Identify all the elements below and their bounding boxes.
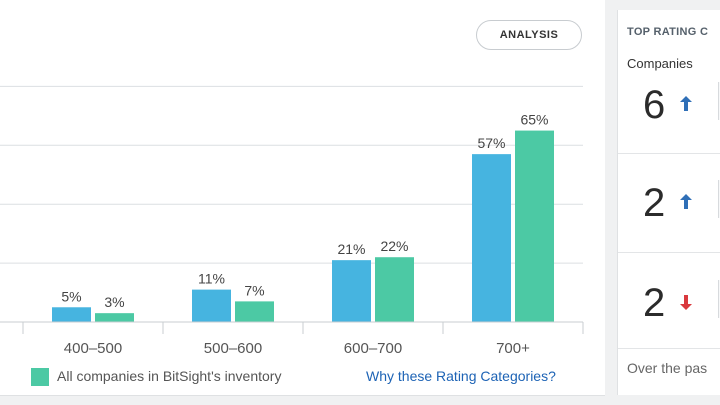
panel-footer: Over the pas [627,360,708,376]
data-label: 7% [244,282,264,298]
x-tick-label: 700+ [496,340,530,357]
arrow-up-icon [680,96,692,111]
panel-title: TOP RATING C [627,26,709,38]
stat-count: 2 [643,281,666,325]
company-thumbnail [718,82,720,120]
x-tick-label: 400–500 [64,340,122,357]
stat-rating-up-2[interactable]: 2 [618,170,720,268]
data-label: 5% [61,288,81,304]
divider [618,252,720,253]
bar-series1 [52,307,91,322]
top-rating-changes-panel: TOP RATING C Companies 6 2 2 Over the pa… [617,10,720,395]
data-label: 21% [337,241,365,257]
why-rating-categories-link[interactable]: Why these Rating Categories? [366,368,556,384]
company-thumbnail [718,280,720,318]
panel-subtitle: Companies [627,56,693,71]
data-label: 11% [198,271,225,287]
data-label: 57% [477,135,505,151]
bar-series1 [192,289,231,322]
bar-series1 [332,260,371,322]
bar-series2 [515,130,554,322]
bar-series2 [375,257,414,322]
bar-series1 [472,154,511,322]
legend-label-inventory: All companies in BitSight's inventory [57,368,282,384]
arrow-up-icon [680,194,692,209]
stat-count: 6 [643,83,666,127]
stat-rating-down[interactable]: 2 [618,270,720,368]
analysis-button[interactable]: ANALYSIS [476,20,582,50]
distribution-chart-card: ANALYSIS 5% 3% 400–500 11% 7% 500–600 21% 22% 60… [0,0,605,396]
bar-series2 [95,313,134,322]
rating-distribution-chart: 5% 3% 400–500 11% 7% 500–600 21% 22% 600–700 57% 6… [0,85,584,357]
divider [618,153,720,154]
stat-rating-up-1[interactable]: 6 [618,72,720,170]
stat-count: 2 [643,181,666,225]
x-tick-label: 500–600 [204,340,262,357]
company-thumbnail [718,180,720,218]
data-label: 22% [380,238,408,254]
divider [618,348,720,349]
x-tick-label: 600–700 [344,340,402,357]
bar-series2 [235,301,274,322]
chart-legend: er All companies in BitSight's inventory… [0,366,605,388]
arrow-down-icon [680,295,692,310]
data-label: 3% [104,294,124,310]
legend-swatch-inventory [31,368,49,386]
data-label: 65% [520,112,548,128]
